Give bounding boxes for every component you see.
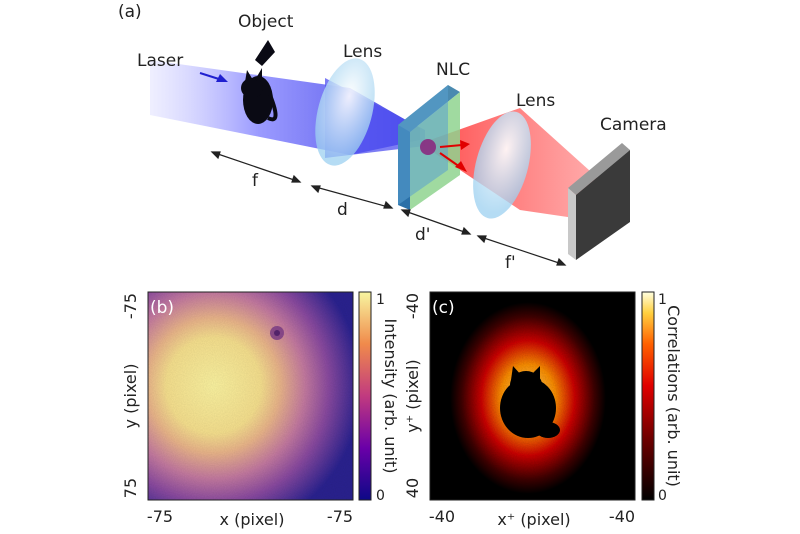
red-arrowhead-upper-icon <box>460 140 470 150</box>
cat-object-icon <box>241 40 278 124</box>
laser-arrowhead-icon <box>216 74 228 82</box>
panel-b-label: (b) <box>150 298 174 318</box>
panel-c: (c) -40 40 y⁺ (pixel) -40 x⁺ (pixel) -40… <box>403 291 683 529</box>
distance-f-label: f <box>252 171 259 191</box>
panel-c-y-bottom-tick: 40 <box>403 478 422 498</box>
nlc-label: NLC <box>436 60 470 80</box>
red-arrow-lower <box>439 152 461 168</box>
panel-b-cbar-label: Intensity (arb. unit) <box>381 319 400 474</box>
panel-a-label: (a) <box>118 2 142 22</box>
distance-d-prime-label: d' <box>415 225 430 245</box>
panel-b-cbar-min: 0 <box>376 488 385 504</box>
panel-c-x-right-tick: -40 <box>609 507 635 526</box>
panel-b-ylabel: y (pixel) <box>121 364 140 429</box>
distance-f-prime-label: f' <box>505 253 516 273</box>
panel-b-cbar-max: 1 <box>376 292 385 308</box>
panel-b-colorbar <box>358 291 372 501</box>
panel-c-ylabel: y⁺ (pixel) <box>403 359 422 432</box>
focal-spot <box>420 139 436 155</box>
panel-c-x-left-tick: -40 <box>429 507 455 526</box>
panel-b-frame <box>147 291 354 501</box>
distance-d-label: d <box>337 200 348 220</box>
panel-c-cbar-label: Correlations (arb. unit) <box>664 305 683 487</box>
panel-b-xlabel: x (pixel) <box>220 510 285 529</box>
camera-label: Camera <box>600 115 667 135</box>
panel-c-xlabel: x⁺ (pixel) <box>497 510 570 529</box>
second-lens <box>473 111 531 219</box>
first-lens-label: Lens <box>343 42 382 62</box>
panel-b-y-bottom-tick: 75 <box>121 478 140 498</box>
panel-b-x-right-tick: -75 <box>327 507 353 526</box>
panel-c-cbar-max: 1 <box>658 292 667 308</box>
panel-c-y-top-tick: -40 <box>403 293 422 319</box>
red-arrowhead-lower-icon <box>455 161 467 172</box>
panel-c-frame <box>429 291 636 501</box>
panel-c-label: (c) <box>432 298 455 318</box>
laser-label: Laser <box>137 51 183 71</box>
second-lens-label: Lens <box>516 91 555 111</box>
first-lens <box>315 58 375 166</box>
panel-c-cbar-min: 0 <box>658 488 667 504</box>
object-label: Object <box>238 12 294 32</box>
panel-c-colorbar <box>641 291 655 501</box>
distance-arrows <box>210 151 567 266</box>
panel-b-x-left-tick: -75 <box>147 507 173 526</box>
red-arrow-upper <box>439 144 463 148</box>
camera-icon <box>568 143 630 260</box>
panel-b-y-top-tick: -75 <box>121 293 140 319</box>
panel-b: (b) -75 75 y (pixel) -75 x (pixel) -75 1… <box>121 291 400 529</box>
